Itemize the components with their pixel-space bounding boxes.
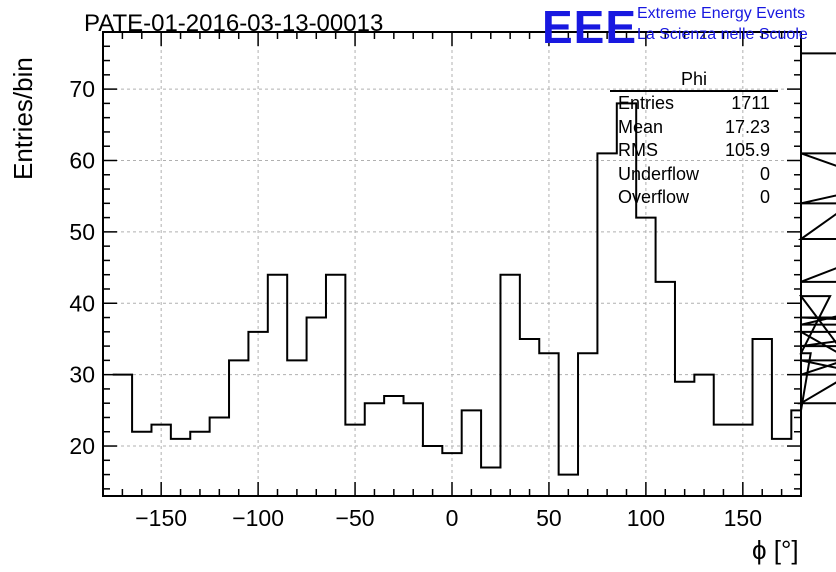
histogram-bin (268, 275, 287, 496)
y-tick-label: 70 (69, 76, 95, 102)
histogram-bin (113, 375, 132, 496)
logo-line-2: La Scienza nelle Scuole (637, 26, 808, 43)
histogram-bin (248, 332, 267, 496)
stats-box: Phi Entries 1711 Mean 17.23 RMS 105.9 Un… (610, 68, 778, 210)
stats-value: 0 (759, 187, 770, 207)
y-tick-label: 20 (69, 433, 95, 459)
stats-row-underflow: Underflow 0 (610, 163, 778, 187)
histogram-bin (772, 439, 791, 496)
stats-label: RMS (618, 140, 658, 160)
stats-label: Overflow (618, 187, 690, 207)
x-tick-label: 100 (627, 505, 665, 531)
stats-title: Phi (610, 68, 778, 92)
x-axis-label: ϕ [°] (752, 535, 799, 565)
x-tick-label: 0 (446, 505, 459, 531)
stats-value: 17.23 (724, 116, 770, 137)
histogram-bin (326, 275, 345, 496)
y-tick-label: 40 (69, 290, 95, 316)
eee-logo: EEE (542, 1, 638, 53)
x-tick-label: −50 (336, 505, 375, 531)
histogram-bin (500, 275, 519, 496)
histogram-bin (714, 425, 733, 496)
histogram-bin (307, 318, 326, 496)
stats-label: Underflow (618, 163, 700, 184)
logo-line-1: Extreme Energy Events (637, 5, 806, 22)
stats-value: 1711 (731, 93, 770, 113)
histogram-bin (404, 403, 423, 496)
stats-value: 0 (759, 163, 770, 184)
y-tick-label: 30 (69, 362, 95, 388)
histogram-bin (287, 360, 306, 496)
stats-row-mean: Mean 17.23 (610, 116, 778, 140)
histogram-bin (578, 353, 597, 496)
histogram-bin (190, 432, 209, 496)
chart-title: PATE-01-2016-03-13-00013 (84, 10, 384, 37)
histogram-bin (229, 360, 248, 496)
x-tick-label: 150 (724, 505, 762, 531)
histogram-bin (675, 382, 694, 496)
stats-label: Entries (618, 93, 675, 113)
histogram-bin (520, 339, 539, 496)
stats-row-overflow: Overflow 0 (610, 186, 778, 210)
histogram-bin (423, 446, 442, 496)
histogram-bin (694, 375, 713, 496)
y-tick-label: 50 (69, 219, 95, 245)
logo-caption: Extreme Energy Events La Scienza nelle S… (637, 3, 808, 45)
histogram-series (112, 52, 836, 476)
x-tick-label: 50 (536, 505, 562, 531)
stats-row-entries: Entries 1711 (610, 92, 778, 116)
x-tick-label: −150 (135, 505, 187, 531)
histogram-bin (171, 439, 190, 496)
stats-row-rms: RMS 105.9 (610, 139, 778, 163)
histogram-bin (210, 417, 229, 496)
histogram-bin (656, 282, 675, 496)
histogram-bin (384, 396, 403, 496)
histogram-bin (539, 353, 558, 496)
histogram-bin (132, 432, 151, 496)
histogram-bin (636, 218, 655, 496)
stats-value: 105.9 (724, 140, 770, 160)
stats-label: Mean (618, 116, 664, 137)
x-tick-label: −100 (232, 505, 284, 531)
histogram-bin (791, 410, 801, 496)
histogram-bin (462, 410, 481, 496)
y-axis-label: Entries/bin (8, 57, 38, 180)
y-tick-label: 60 (69, 147, 95, 173)
histogram-bin (365, 403, 384, 496)
histogram-bin (753, 339, 772, 496)
